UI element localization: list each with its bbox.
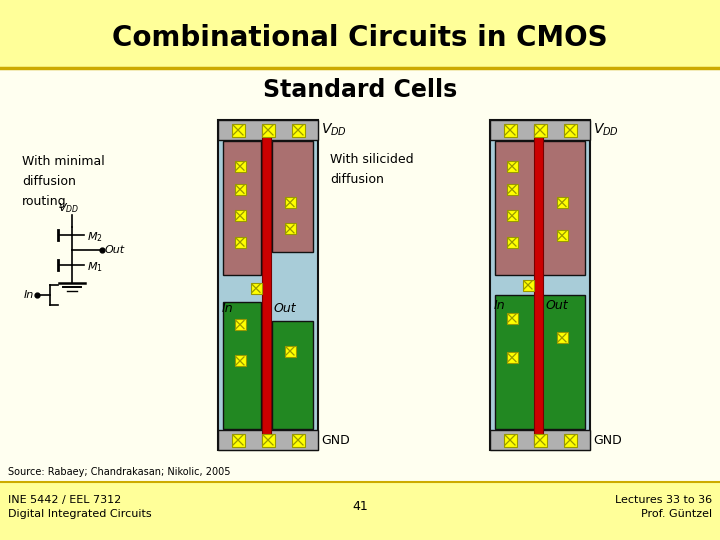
Text: Out: Out bbox=[273, 302, 296, 315]
Bar bbox=[235, 210, 246, 221]
Bar bbox=[506, 210, 518, 221]
Bar bbox=[506, 184, 518, 195]
Text: Lectures 33 to 36
Prof. Güntzel: Lectures 33 to 36 Prof. Güntzel bbox=[615, 495, 712, 519]
Bar bbox=[262, 125, 271, 445]
Bar bbox=[534, 124, 546, 137]
Text: In: In bbox=[24, 290, 34, 300]
Text: Out: Out bbox=[545, 299, 567, 312]
Text: Combinational Circuits in CMOS: Combinational Circuits in CMOS bbox=[112, 24, 608, 52]
Text: $M_2$: $M_2$ bbox=[87, 230, 103, 244]
Text: $V_{DD}$: $V_{DD}$ bbox=[593, 122, 619, 138]
Bar bbox=[534, 434, 546, 447]
Bar bbox=[218, 430, 318, 450]
Bar bbox=[218, 120, 318, 140]
Text: Source: Rabaey; Chandrakasan; Nikolic, 2005: Source: Rabaey; Chandrakasan; Nikolic, 2… bbox=[8, 467, 230, 477]
Bar bbox=[506, 313, 518, 323]
Bar bbox=[284, 346, 295, 356]
Bar bbox=[564, 434, 577, 447]
Bar bbox=[272, 141, 313, 252]
Text: GND: GND bbox=[593, 434, 622, 447]
Bar bbox=[235, 161, 246, 172]
Bar bbox=[218, 120, 318, 450]
Bar bbox=[232, 124, 245, 137]
Bar bbox=[235, 237, 246, 248]
Text: $M_1$: $M_1$ bbox=[87, 260, 103, 274]
Bar bbox=[564, 124, 577, 137]
Bar bbox=[506, 352, 518, 363]
Bar bbox=[272, 321, 313, 429]
Bar bbox=[235, 184, 246, 195]
Bar bbox=[0, 482, 720, 540]
Bar bbox=[534, 125, 543, 445]
Bar bbox=[557, 197, 567, 208]
Bar bbox=[490, 430, 590, 450]
Bar bbox=[292, 124, 305, 137]
Bar bbox=[0, 0, 720, 68]
Bar bbox=[251, 283, 261, 294]
Bar bbox=[506, 161, 518, 172]
Bar bbox=[235, 355, 246, 367]
Bar bbox=[261, 124, 274, 137]
Bar bbox=[284, 197, 295, 208]
Bar bbox=[490, 120, 590, 140]
Bar bbox=[232, 434, 245, 447]
Bar bbox=[223, 301, 261, 429]
Bar bbox=[503, 124, 516, 137]
Bar bbox=[495, 141, 585, 275]
Text: In: In bbox=[222, 302, 233, 315]
Text: $V_{DD}$: $V_{DD}$ bbox=[321, 122, 347, 138]
Bar bbox=[506, 237, 518, 248]
Text: Standard Cells: Standard Cells bbox=[263, 78, 457, 102]
Text: GND: GND bbox=[321, 434, 350, 447]
Bar bbox=[523, 280, 534, 291]
Bar bbox=[557, 230, 567, 241]
Text: Out: Out bbox=[105, 245, 125, 255]
Bar bbox=[490, 120, 590, 450]
Bar bbox=[284, 224, 295, 234]
Bar bbox=[223, 141, 261, 275]
Bar bbox=[235, 319, 246, 330]
Bar bbox=[503, 434, 516, 447]
Text: INE 5442 / EEL 7312
Digital Integrated Circuits: INE 5442 / EEL 7312 Digital Integrated C… bbox=[8, 495, 152, 519]
Bar bbox=[261, 434, 274, 447]
Text: $V_{DD}$: $V_{DD}$ bbox=[58, 201, 79, 215]
Bar bbox=[557, 332, 567, 343]
Bar bbox=[495, 295, 585, 429]
Text: With minimal
diffusion
routing: With minimal diffusion routing bbox=[22, 155, 104, 208]
Text: In: In bbox=[494, 299, 505, 312]
Bar bbox=[292, 434, 305, 447]
Text: 41: 41 bbox=[352, 501, 368, 514]
Text: With silicided
diffusion: With silicided diffusion bbox=[330, 153, 413, 186]
